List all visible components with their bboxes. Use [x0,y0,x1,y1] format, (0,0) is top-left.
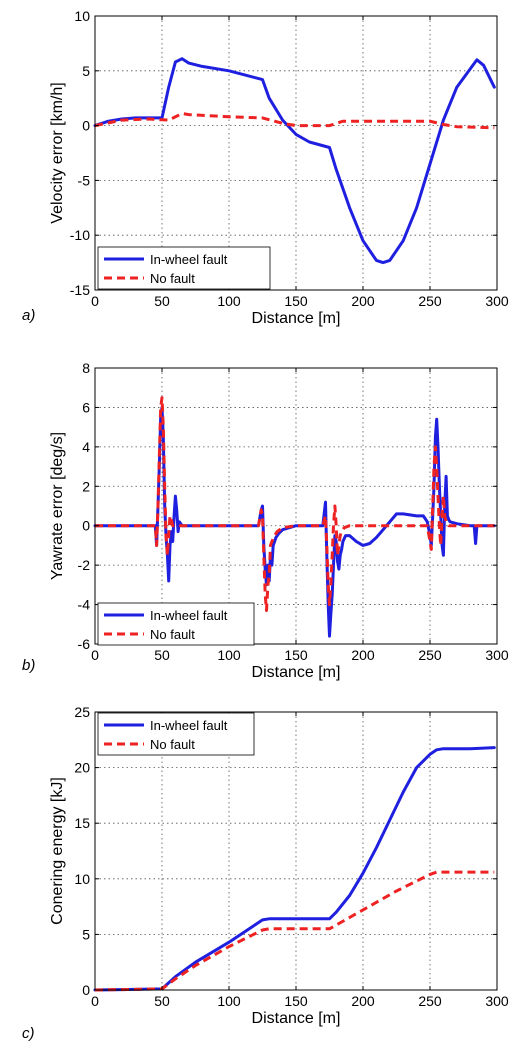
x-tick-label: 150 [284,647,308,663]
y-tick-label: 8 [82,360,90,376]
legend-box [97,246,271,290]
panel-label: b) [22,657,35,674]
x-tick-label: 300 [485,293,509,309]
y-tick-label: -5 [78,172,91,188]
y-tick-label: -4 [78,597,91,613]
y-tick-label: -10 [70,227,90,243]
x-tick-label: 50 [154,993,170,1009]
series-line-no-fault [94,112,495,130]
x-tick-label: 50 [154,293,170,309]
y-axis-label: Conering energy [kJ] [49,777,66,925]
series-line-in-wheel-fault [93,57,496,265]
x-tick-label: 100 [217,993,241,1009]
y-tick-label: 0 [82,518,90,534]
x-tick-label: 300 [485,647,509,663]
legend-box [97,712,255,756]
y-tick-label: 25 [74,704,90,720]
y-tick-label: 5 [82,926,90,942]
x-tick-label: 50 [154,647,170,663]
y-tick-label: 0 [82,982,90,998]
legend-label: No fault [150,737,195,752]
x-axis-label: Distance [m] [252,310,341,327]
legend: In-wheel fault No fault [97,602,255,646]
legend: In-wheel fault No fault [97,246,271,290]
x-tick-label: 100 [217,293,241,309]
y-tick-label: -15 [70,282,90,298]
legend-label: No fault [150,271,195,286]
y-tick-label: -6 [78,636,91,652]
legend: In-wheel fault No fault [97,712,255,756]
x-axis-label: Distance [m] [252,1010,341,1027]
y-tick-label: 10 [74,871,90,887]
chart-panel-1: 0 50 100 150 200 250 300 -15 -10 -5 0 5 10 Distance [… [22,8,509,327]
x-tick-label: 200 [351,993,375,1009]
y-tick-label: 4 [82,439,90,455]
x-axis-label: Distance [m] [252,664,341,681]
panel-label: a) [22,307,35,324]
y-tick-label: -2 [78,557,91,573]
series-line-in-wheel-fault [93,746,496,992]
x-tick-label: 200 [351,647,375,663]
x-tick-label: 150 [284,993,308,1009]
x-tick-label: 200 [351,293,375,309]
x-tick-label: 0 [91,993,99,1009]
y-axis-label: Yawrate error [deg/s] [49,432,66,580]
y-tick-label: 2 [82,478,90,494]
x-tick-label: 0 [91,647,99,663]
legend-label: No fault [150,627,195,642]
y-tick-label: 0 [82,118,90,134]
y-tick-label: 20 [74,760,90,776]
legend-label: In-wheel fault [150,718,228,733]
chart-panel-2: 0 50 100 150 200 250 300 -6 -4 -2 0 2 4 6 8 Distance [m… [22,360,509,681]
legend-box [97,602,255,646]
y-tick-label: 6 [82,399,90,415]
legend-label: In-wheel fault [150,252,228,267]
x-tick-label: 100 [217,647,241,663]
y-axis-label: Velocity error [km/h] [49,82,66,223]
x-tick-label: 300 [485,993,509,1009]
x-tick-label: 150 [284,293,308,309]
x-tick-label: 250 [418,647,442,663]
y-tick-label: 5 [82,63,90,79]
series-line-no-fault [95,396,495,612]
panel-label: c) [22,1025,35,1042]
x-tick-label: 250 [418,293,442,309]
legend-label: In-wheel fault [150,608,228,623]
x-tick-label: 0 [91,293,99,309]
y-tick-label: 10 [74,8,90,24]
series-line-no-fault [94,870,495,992]
x-tick-label: 250 [418,993,442,1009]
y-tick-label: 15 [74,815,90,831]
chart-panel-3: 0 50 100 150 200 250 300 0 5 10 15 20 25 Distance [m]… [22,704,509,1042]
